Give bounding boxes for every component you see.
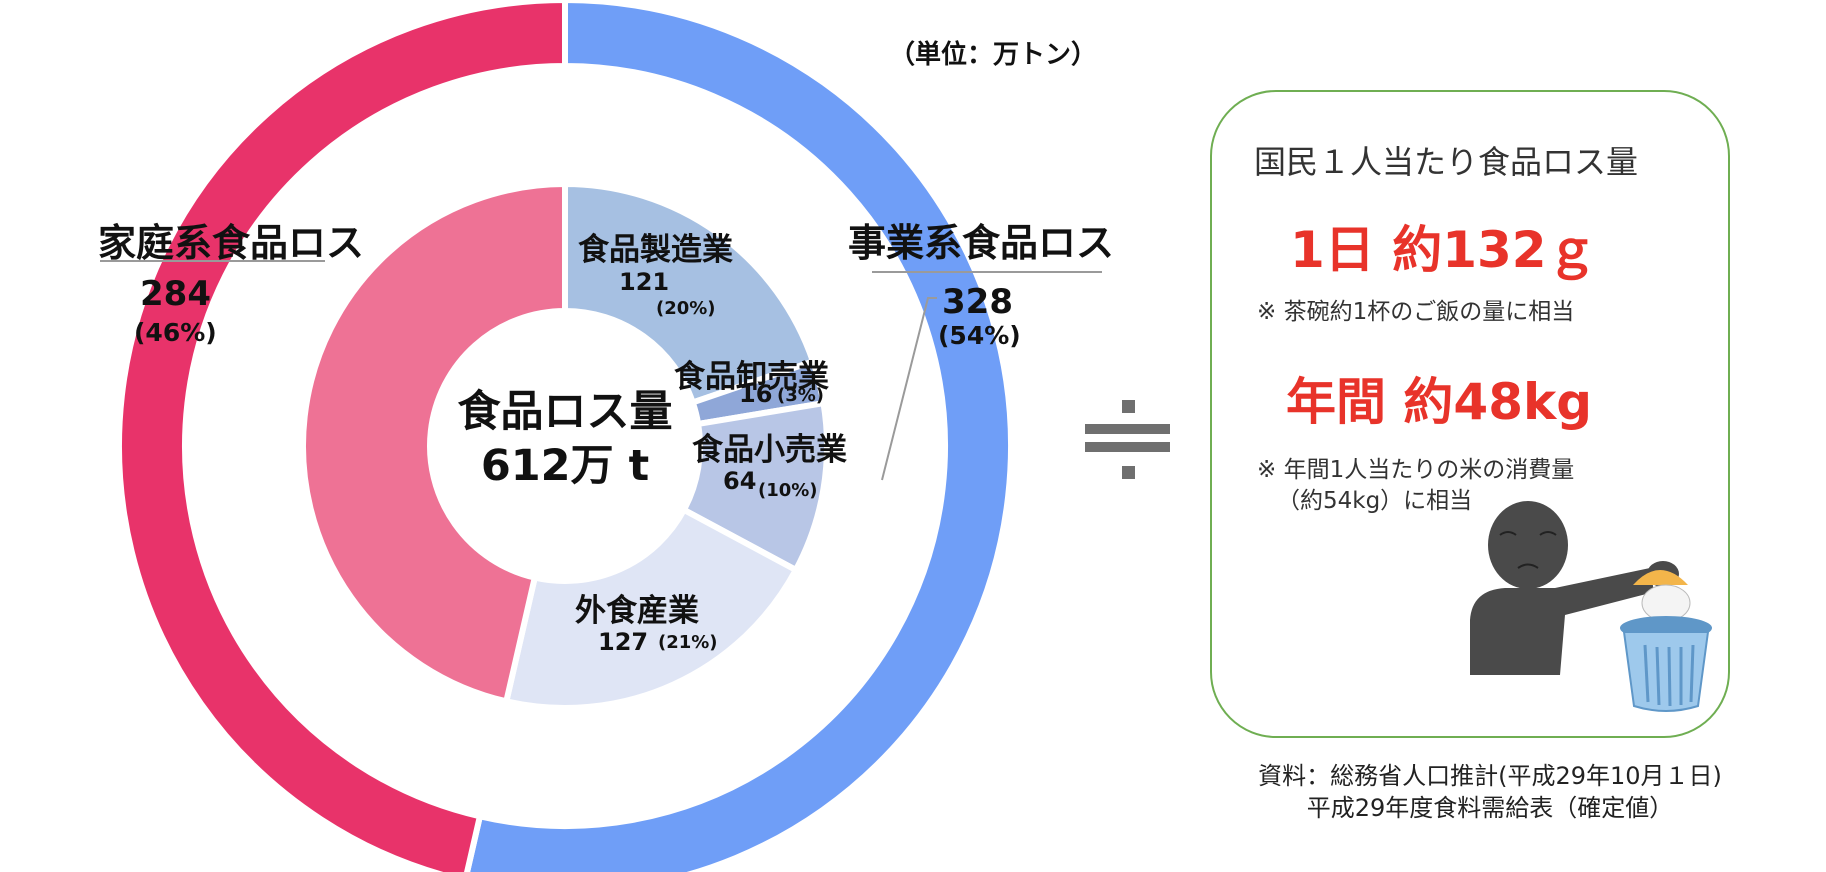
center-total-value: 612万 t [480,441,650,491]
business-loss-percent: (54%) [938,321,1021,350]
center-total: 食品ロス量 612万 t [440,385,690,493]
household-loss-label: 家庭系食品ロス [98,221,365,265]
restaurant-percent: (21%) [658,632,718,653]
source-note: 資料：総務省人口推計(平成29年10月１日) 平成29年度食料需給表（確定値） [1240,760,1740,824]
restaurant-value: 127 [598,628,649,656]
daily-amount: 1日 約132ｇ [1290,221,1597,279]
outer-ring [116,0,1014,872]
approx-equal-icon [1085,392,1170,482]
leader-line-business [881,297,937,481]
per-capita-box [1210,90,1730,738]
outer-slice-0 [464,0,1014,872]
business-loss-label: 事業系食品ロス [848,221,1115,265]
household-loss-percent: (46%) [134,318,217,347]
retail-value: 64 [723,467,757,495]
manufacturing-value: 121 [619,268,670,296]
yearly-amount: 年間 約48kg [1286,373,1593,431]
unit-label: （単位：万トン） [889,40,1098,70]
retail-percent: (10%) [758,480,818,501]
manufacturing-label: 食品製造業 [578,232,733,268]
per-capita-title: 国民１人当たり食品ロス量 [1254,143,1639,181]
source-line-1: 資料：総務省人口推計(平成29年10月１日) [1258,762,1722,790]
daily-note: ※ 茶碗約1杯のご飯の量に相当 [1257,299,1575,325]
source-line-2: 平成29年度食料需給表（確定値） [1306,794,1674,822]
yearly-note-line1: ※ 年間1人当たりの米の消費量 [1257,457,1575,483]
wholesale-label: 食品卸売業 [674,359,829,395]
retail-label: 食品小売業 [692,432,847,468]
manufacturing-percent: (20%) [656,298,716,319]
wholesale-value: 16 [739,380,773,408]
center-total-label: 食品ロス量 [457,387,673,437]
outer-slice-1 [116,0,568,872]
center-hole [430,311,700,581]
business-loss-value: 328 [942,282,1013,322]
wholesale-percent: (3%) [777,385,825,406]
yearly-note-line2: （約54kg）に相当 [1277,488,1473,514]
restaurant-label: 外食産業 [575,593,699,629]
household-loss-value: 284 [140,274,211,314]
